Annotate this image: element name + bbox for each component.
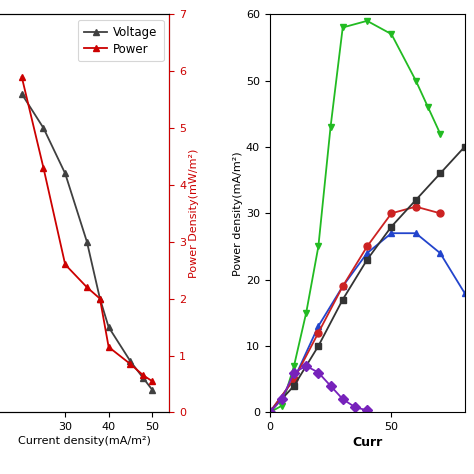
Power — [19, 74, 25, 80]
Power — [41, 165, 46, 171]
Line: Voltage: Voltage — [18, 91, 155, 393]
Power — [84, 284, 90, 290]
Voltage — [84, 239, 90, 245]
X-axis label: Current density(mA/m²): Current density(mA/m²) — [18, 436, 151, 446]
Power — [106, 344, 111, 350]
Power — [97, 296, 103, 301]
Voltage — [63, 171, 68, 176]
Voltage — [149, 387, 155, 392]
Voltage — [41, 125, 46, 131]
Power — [141, 373, 146, 378]
Voltage — [141, 375, 146, 381]
Voltage — [19, 91, 25, 97]
Y-axis label: Power density(mA/m²): Power density(mA/m²) — [233, 151, 243, 275]
Voltage — [97, 296, 103, 301]
Voltage — [128, 358, 133, 364]
Power — [128, 361, 133, 367]
Power — [149, 378, 155, 384]
Voltage — [106, 324, 111, 330]
X-axis label: Curr: Curr — [352, 436, 382, 449]
Line: Power: Power — [18, 73, 155, 384]
Legend: Voltage, Power: Voltage, Power — [78, 20, 164, 62]
Power — [63, 262, 68, 267]
Y-axis label: Power Density(mW/m²): Power Density(mW/m²) — [189, 149, 199, 278]
